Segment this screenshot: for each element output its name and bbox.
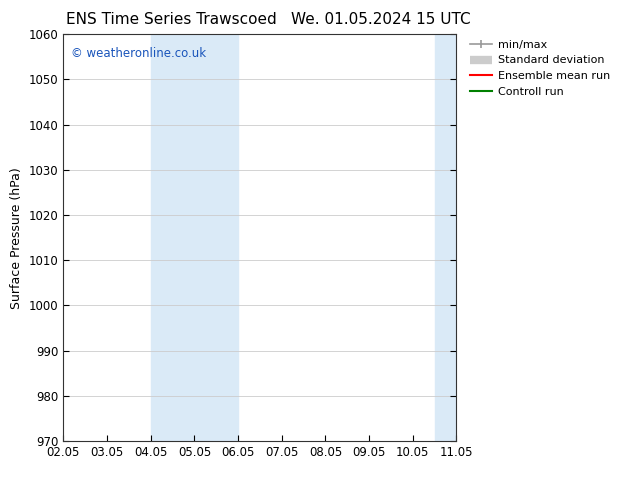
Text: © weatheronline.co.uk: © weatheronline.co.uk <box>71 47 207 59</box>
Text: We. 01.05.2024 15 UTC: We. 01.05.2024 15 UTC <box>290 12 470 27</box>
Bar <box>151 34 238 441</box>
Y-axis label: Surface Pressure (hPa): Surface Pressure (hPa) <box>10 167 23 309</box>
Bar <box>435 34 456 441</box>
Legend: min/max, Standard deviation, Ensemble mean run, Controll run: min/max, Standard deviation, Ensemble me… <box>470 40 610 97</box>
Text: ENS Time Series Trawscoed: ENS Time Series Trawscoed <box>66 12 276 27</box>
